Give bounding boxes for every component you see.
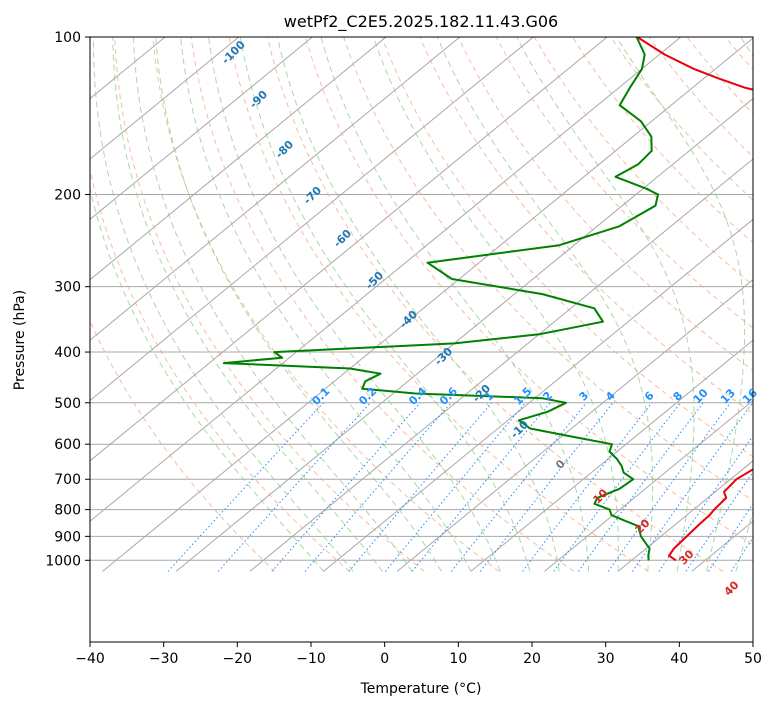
moist-adiabat-line	[180, 37, 472, 572]
x-tick-label: −30	[149, 651, 179, 667]
mixing-ratio-line	[271, 402, 421, 572]
temperature-line	[636, 37, 753, 562]
isotherm-line	[90, 37, 608, 462]
moist-adiabat-line	[132, 37, 413, 572]
moist-adiabat-line	[155, 37, 442, 572]
mixing-ratio-line	[730, 536, 753, 572]
dry-adiabat-line	[304, 37, 753, 546]
x-axis-label: Temperature (°C)	[360, 681, 482, 697]
x-tick-label: 50	[744, 651, 762, 667]
dry-adiabat-line	[152, 37, 500, 572]
dry-adiabat-line	[381, 37, 753, 458]
chart-title: wetPf2_C2E5.2025.182.11.43.G06	[284, 12, 558, 32]
x-tick-label: 30	[597, 651, 615, 667]
dry-adiabat-line	[190, 37, 575, 572]
moist-adiabat-line	[239, 37, 531, 572]
moist-adiabat-line	[93, 37, 354, 572]
mixing-ratio-line	[685, 471, 753, 572]
mixing-ratio-line	[411, 402, 551, 572]
moist-adiabat-line	[616, 37, 746, 572]
y-tick-label: 700	[54, 472, 81, 488]
isotherm-line	[90, 37, 461, 341]
x-tick-label: 10	[449, 651, 467, 667]
y-tick-label: 200	[54, 188, 81, 204]
mixing-ratio-line	[607, 402, 731, 572]
plot-frame	[89, 36, 754, 643]
dry-adiabat-line	[90, 167, 351, 572]
x-tick-label: 40	[670, 651, 688, 667]
dry-adiabat-line	[228, 37, 649, 572]
isotherm-line	[90, 37, 240, 160]
y-tick-label: 1000	[45, 553, 81, 569]
moist-adiabat-line	[373, 37, 619, 572]
mixing-ratio-line	[167, 402, 324, 572]
mixing-ratio-line	[304, 402, 452, 572]
y-tick-label: 900	[54, 529, 81, 545]
y-tick-label: 300	[54, 280, 81, 296]
moist-adiabat-line	[112, 37, 383, 572]
isotherm-line	[90, 37, 387, 281]
moist-adiabat-line	[276, 37, 560, 572]
isotherm-line	[544, 399, 753, 572]
x-axis-ticks: −40 −30 −20 −10 0 10 20 30 40 50	[75, 642, 762, 667]
isotherm-line	[617, 460, 753, 572]
isotherm-line	[102, 37, 753, 572]
background-lines	[90, 37, 753, 572]
dry-adiabat-line	[266, 37, 724, 572]
moist-adiabat-line	[208, 37, 501, 572]
isotherm-line	[90, 37, 682, 522]
y-tick-label: 800	[54, 503, 81, 519]
mixing-ratio-line	[451, 402, 587, 572]
isotherm-line	[175, 97, 753, 572]
isotherm-line	[470, 339, 753, 572]
dry-adiabat-line	[457, 37, 753, 372]
dry-adiabat-line	[90, 319, 276, 572]
x-tick-label: −20	[223, 651, 253, 667]
x-tick-label: 0	[380, 651, 389, 667]
y-axis-ticks: 100 200 300 400 500 600 700 800 900 1000	[45, 30, 90, 569]
isotherm-line	[90, 37, 534, 402]
dry-adiabat-line	[419, 37, 753, 415]
dry-adiabat-line	[533, 37, 753, 286]
y-tick-label: 600	[54, 437, 81, 453]
sounding-lines	[222, 37, 753, 562]
dry-adiabat-line	[343, 37, 753, 501]
mixing-ratio-line	[577, 402, 704, 572]
y-tick-label: 400	[54, 345, 81, 361]
mixing-ratio-line	[217, 402, 371, 572]
isotherm-line	[323, 218, 753, 572]
mixing-ratio-line	[708, 502, 753, 572]
y-axis-label: Pressure (hPa)	[12, 290, 28, 390]
x-tick-label: 20	[523, 651, 541, 667]
y-tick-label: 500	[54, 396, 81, 412]
mixing-ratio-line	[631, 402, 753, 572]
x-tick-label: −40	[75, 651, 105, 667]
dewpoint-line	[222, 37, 659, 561]
y-tick-label: 100	[54, 30, 81, 46]
isotherm-line	[90, 37, 313, 220]
mixing-ratio-line	[385, 402, 526, 572]
x-tick-label: −10	[296, 651, 326, 667]
